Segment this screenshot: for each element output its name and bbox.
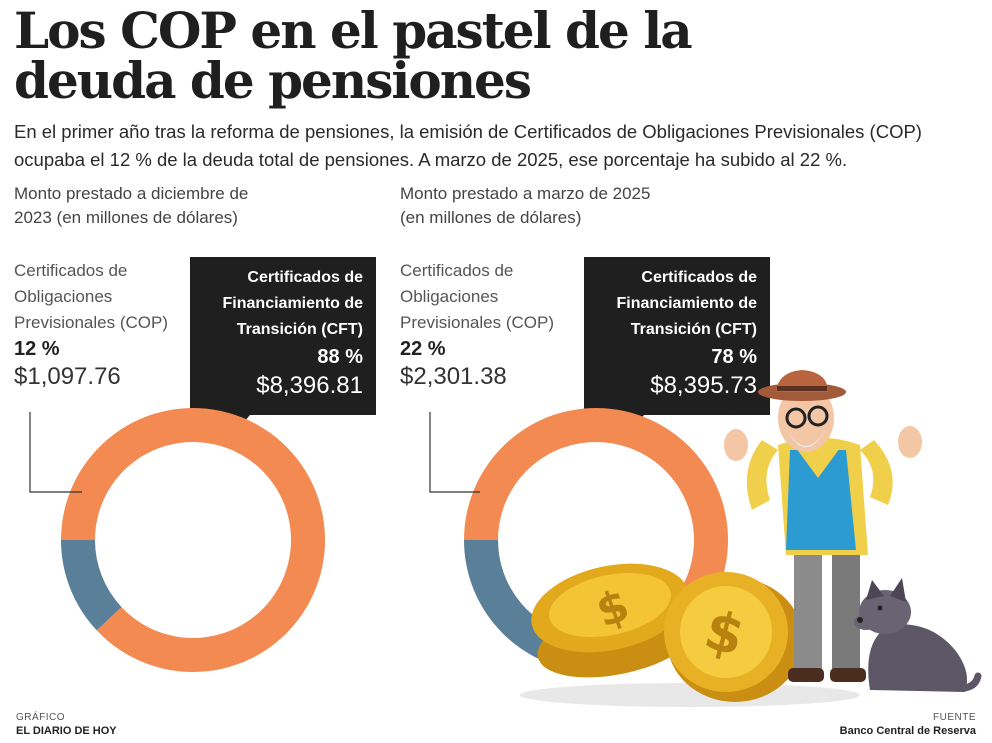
chart-2-cop-value: $2,301.38 (400, 363, 507, 390)
old-man-illustration (724, 370, 922, 682)
donut-1-slice-cop (61, 540, 122, 631)
chart-1-cft-percent: 88 % (317, 346, 363, 368)
source-name: Banco Central de Reserva (839, 725, 976, 737)
chart-2-cft-name: Certificados de Financiamiento de Transi… (616, 269, 757, 338)
coins-illustration: $ $ (520, 563, 860, 707)
chart-1-leader-line (29, 412, 82, 493)
dog-illustration (854, 578, 982, 692)
credit-label: GRÁFICO (16, 712, 66, 723)
chart-2-title: Monto prestado a marzo de 2025 (en millo… (400, 184, 651, 227)
page-subtitle: En el primer año tras la reforma de pens… (14, 121, 922, 170)
chart-1-cft-value: $8,396.81 (256, 372, 363, 399)
chart-2-cop-percent: 22 % (400, 338, 446, 360)
chart-2-cft-value: $8,395.73 (650, 372, 757, 399)
chart-2-cft-callout: Certificados de Financiamiento de Transi… (584, 257, 770, 433)
chart-2-cop-label: Certificados de Obligaciones Previsional… (400, 258, 580, 392)
donut-chart-1 (61, 408, 325, 673)
chart-2-leader-line (429, 412, 480, 493)
chart-2-cop-name: Certificados de Obligaciones Previsional… (400, 261, 554, 332)
chart-1-cft-callout: Certificados de Financiamiento de Transi… (190, 257, 376, 433)
chart-1-cft-name: Certificados de Financiamiento de Transi… (222, 269, 363, 338)
source-label: FUENTE (933, 712, 976, 723)
chart-2-cft-percent: 78 % (711, 346, 757, 368)
credit-name: EL DIARIO DE HOY (16, 725, 117, 737)
chart-1-cop-name: Certificados de Obligaciones Previsional… (14, 261, 168, 332)
donut-1-slice-cft (61, 408, 325, 673)
chart-1-cop-value: $1,097.76 (14, 363, 121, 390)
chart-1-title: Monto prestado a diciembre de 2023 (en m… (14, 184, 249, 227)
page-title: Los COP en el pastel de la deuda de pens… (14, 1, 693, 110)
chart-1-cop-label: Certificados de Obligaciones Previsional… (14, 258, 194, 392)
chart-1-cop-percent: 12 % (14, 338, 60, 360)
